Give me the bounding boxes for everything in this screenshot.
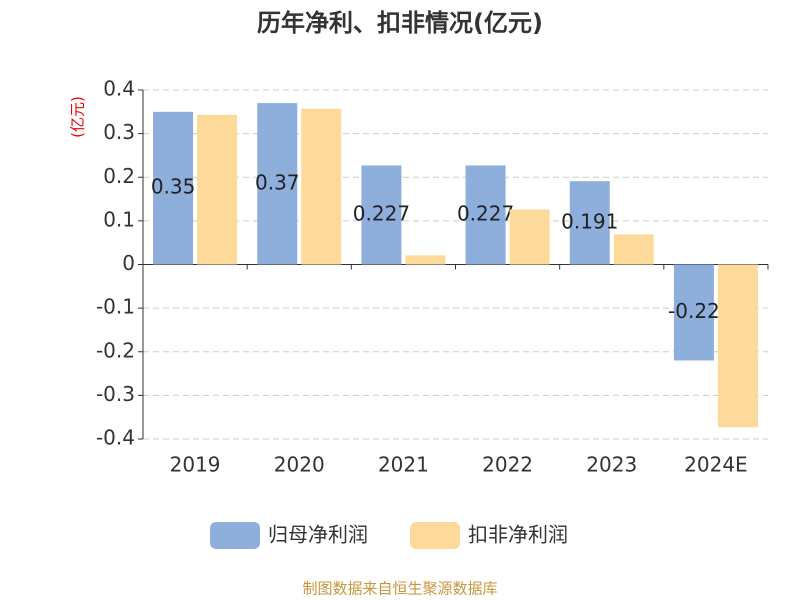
x-tick-label: 2019 [170,453,221,477]
legend-swatch [210,522,260,549]
y-tick-label: 0.2 [103,164,135,188]
x-tick-label: 2024E [684,453,748,477]
legend-swatch [410,522,460,549]
bar [361,165,402,265]
data-label: -0.22 [668,299,720,323]
data-label: 0.227 [353,201,410,225]
x-tick-label: 2021 [378,453,429,477]
y-tick-label: -0.4 [96,426,135,450]
bar [257,103,298,265]
y-tick-label: 0.3 [103,120,135,144]
bar [197,114,238,265]
bar [569,181,610,265]
bar [613,234,654,265]
data-label: 0.191 [561,209,618,233]
bar [301,108,342,265]
x-tick-label: 2020 [274,453,325,477]
data-label: 0.227 [457,201,514,225]
y-axis-label: (亿元) [69,96,87,138]
legend-label: 归母净利润 [268,523,368,547]
y-tick-label: 0 [122,251,135,275]
x-tick-label: 2022 [482,453,533,477]
y-tick-label: 0.1 [103,207,135,231]
data-label: 0.37 [255,170,300,194]
data-label: 0.35 [151,175,196,199]
bar [465,165,506,265]
bar [717,264,758,428]
legend-label: 扣非净利润 [468,523,568,547]
bar [153,111,194,265]
x-tick-label: 2023 [586,453,637,477]
bar [673,264,714,361]
y-tick-label: -0.3 [96,382,135,406]
y-tick-label: -0.2 [96,338,135,362]
bar [509,209,550,265]
chart-title: 历年净利、扣非情况(亿元) [257,9,543,37]
y-tick-label: -0.1 [96,295,135,319]
bar [405,255,446,265]
y-tick-label: 0.4 [103,77,135,101]
source-note: 制图数据来自恒生聚源数据库 [302,580,497,598]
